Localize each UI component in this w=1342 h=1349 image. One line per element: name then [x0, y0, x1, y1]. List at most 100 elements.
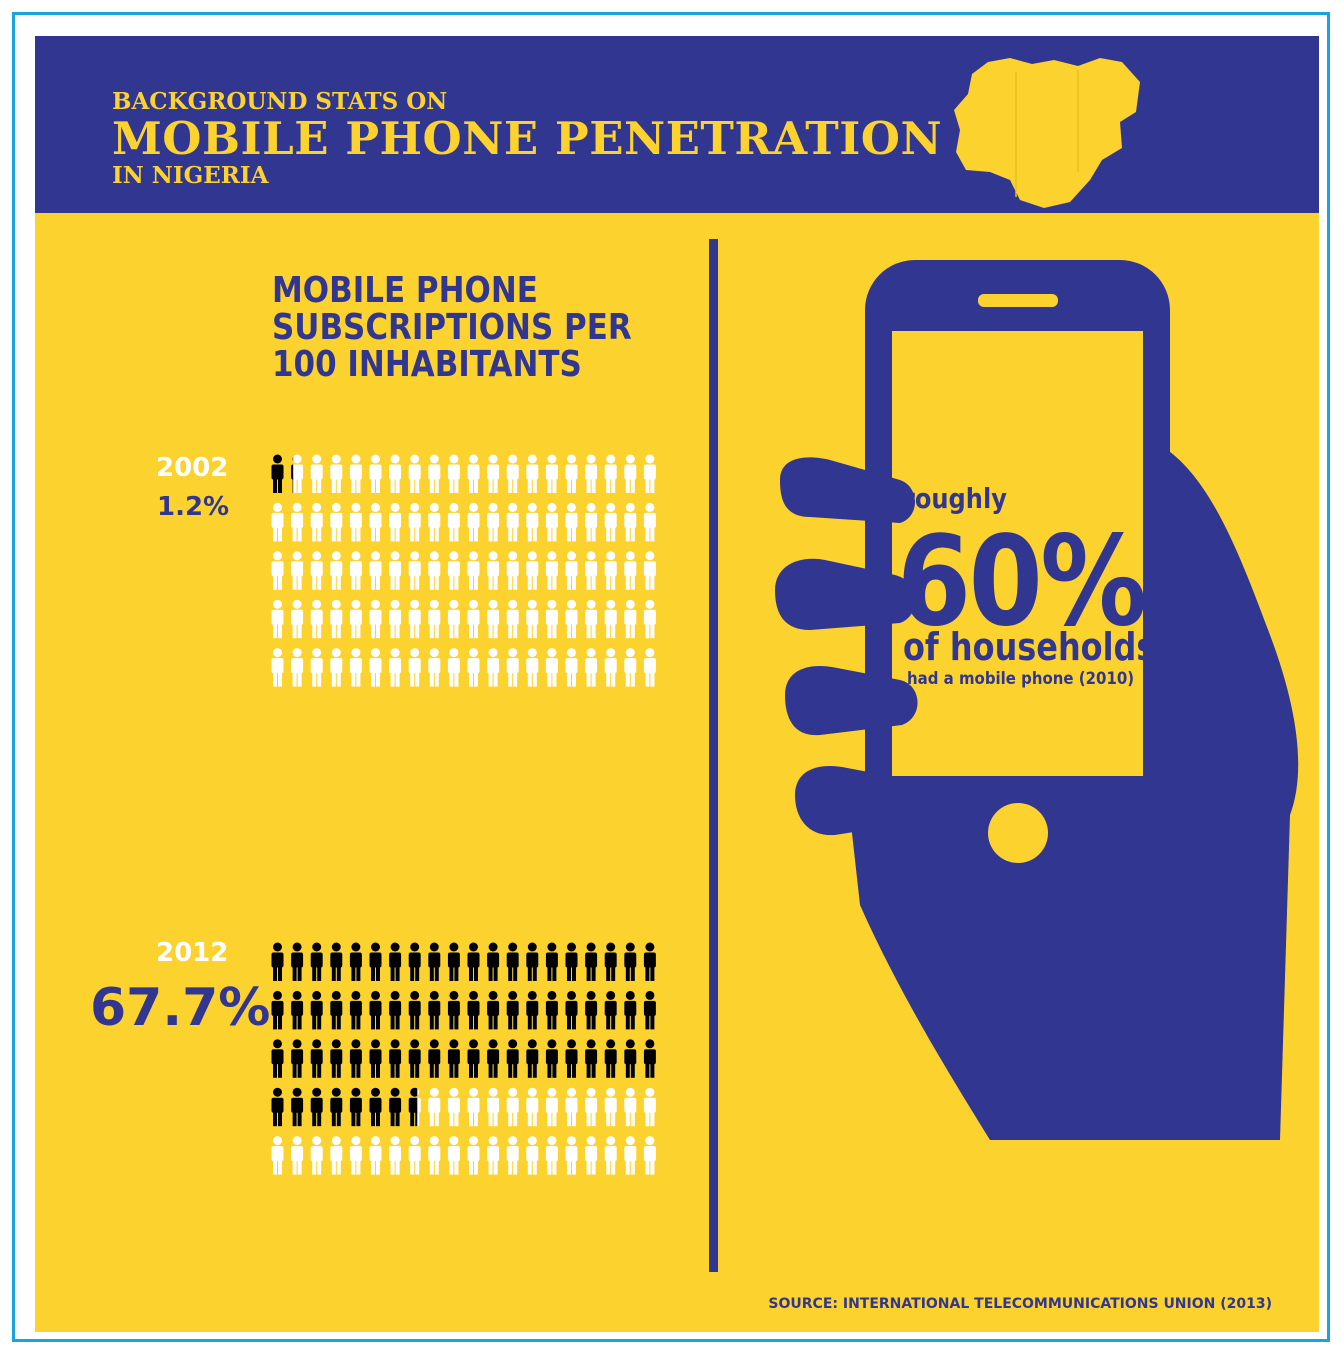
- person-icon: [624, 1039, 636, 1078]
- person-icon: [448, 648, 460, 687]
- person-icon: [585, 991, 597, 1030]
- phone-stat-detail: had a mobile phone (2010): [907, 669, 1134, 689]
- person-icon: [507, 943, 519, 982]
- person-icon: [330, 551, 342, 590]
- person-icon: [428, 455, 440, 494]
- person-icon: [330, 991, 342, 1030]
- person-icon: [409, 943, 421, 982]
- person-icon: [311, 648, 323, 687]
- person-icon: [448, 551, 460, 590]
- person-icon: [448, 991, 460, 1030]
- person-icon: [330, 943, 342, 982]
- person-icon: [624, 1088, 636, 1127]
- person-icon: [644, 551, 656, 590]
- person-icon: [389, 648, 401, 687]
- person-icon: [507, 1136, 519, 1175]
- person-icon: [330, 503, 342, 542]
- person-icon: [291, 503, 303, 542]
- person-icon: [566, 600, 578, 639]
- section-divider: [709, 239, 718, 1272]
- person-icon: [311, 455, 323, 494]
- person-icon: [644, 648, 656, 687]
- person-icon: [487, 991, 499, 1030]
- person-icon: [350, 600, 362, 639]
- person-icon: [428, 1039, 440, 1078]
- person-icon: [585, 1136, 597, 1175]
- person-icon: [409, 455, 421, 494]
- person-icon: [624, 503, 636, 542]
- person-icon: [389, 943, 401, 982]
- person-icon: [409, 1136, 421, 1175]
- person-icon: [468, 1039, 480, 1078]
- person-icon: [311, 991, 323, 1030]
- person-icon: [350, 551, 362, 590]
- person-icon: [585, 600, 597, 639]
- person-icon: [409, 551, 421, 590]
- person-icon: [389, 551, 401, 590]
- person-icon: [507, 1088, 519, 1127]
- person-icon: [624, 600, 636, 639]
- header-title: MOBILE PHONE PENETRATION: [112, 112, 942, 165]
- person-icon: [507, 1039, 519, 1078]
- person-icon: [546, 503, 558, 542]
- person-icon: [291, 1136, 303, 1175]
- person-icon: [644, 1088, 656, 1127]
- person-icon: [487, 1136, 499, 1175]
- nigeria-map-icon: [950, 52, 1145, 210]
- person-icon: [585, 551, 597, 590]
- person-icon: [272, 1136, 284, 1175]
- value-label-2002: 1.2%: [157, 492, 229, 522]
- person-icon: [468, 648, 480, 687]
- person-icon: [507, 503, 519, 542]
- person-icon: [605, 551, 617, 590]
- person-icon: [526, 1039, 538, 1078]
- person-icon: [526, 1088, 538, 1127]
- person-icon: [272, 455, 284, 494]
- person-icon: [409, 503, 421, 542]
- person-icon: [546, 551, 558, 590]
- person-icon: [448, 600, 460, 639]
- person-icon: [468, 943, 480, 982]
- person-icon: [330, 1088, 342, 1127]
- person-icon: [370, 1088, 382, 1127]
- person-icon: [526, 551, 538, 590]
- person-icon: [566, 1136, 578, 1175]
- person-icon: [291, 551, 303, 590]
- person-icon: [507, 648, 519, 687]
- person-icon: [487, 455, 499, 494]
- person-icon: [428, 991, 440, 1030]
- person-icon: [311, 551, 323, 590]
- person-icon: [487, 1039, 499, 1078]
- header-subtitle: IN NIGERIA: [112, 162, 268, 189]
- person-icon: [330, 1039, 342, 1078]
- person-icon: [644, 455, 656, 494]
- person-icon: [448, 455, 460, 494]
- person-icon: [272, 648, 284, 687]
- person-icon: [428, 1088, 440, 1127]
- person-icon: [624, 551, 636, 590]
- header-kicker: BACKGROUND STATS ON: [112, 88, 447, 115]
- person-icon: [272, 600, 284, 639]
- person-icon: [605, 648, 617, 687]
- person-icon: [389, 1039, 401, 1078]
- phone-in-hand-icon: [770, 255, 1310, 1140]
- person-icon: [605, 503, 617, 542]
- person-icon: [468, 503, 480, 542]
- person-icon: [526, 943, 538, 982]
- person-icon: [350, 991, 362, 1030]
- person-icon: [370, 600, 382, 639]
- person-icon: [448, 1039, 460, 1078]
- person-icon: [546, 600, 558, 639]
- person-icon: [311, 503, 323, 542]
- pictogram-2012: [268, 940, 660, 1182]
- person-icon: [546, 455, 558, 494]
- person-icon: [526, 648, 538, 687]
- person-icon: [566, 991, 578, 1030]
- person-icon: [566, 943, 578, 982]
- person-icon: [409, 991, 421, 1030]
- person-icon: [487, 600, 499, 639]
- person-icon: [624, 991, 636, 1030]
- person-icon: [526, 600, 538, 639]
- person-icon: [566, 1039, 578, 1078]
- person-icon: [409, 1039, 421, 1078]
